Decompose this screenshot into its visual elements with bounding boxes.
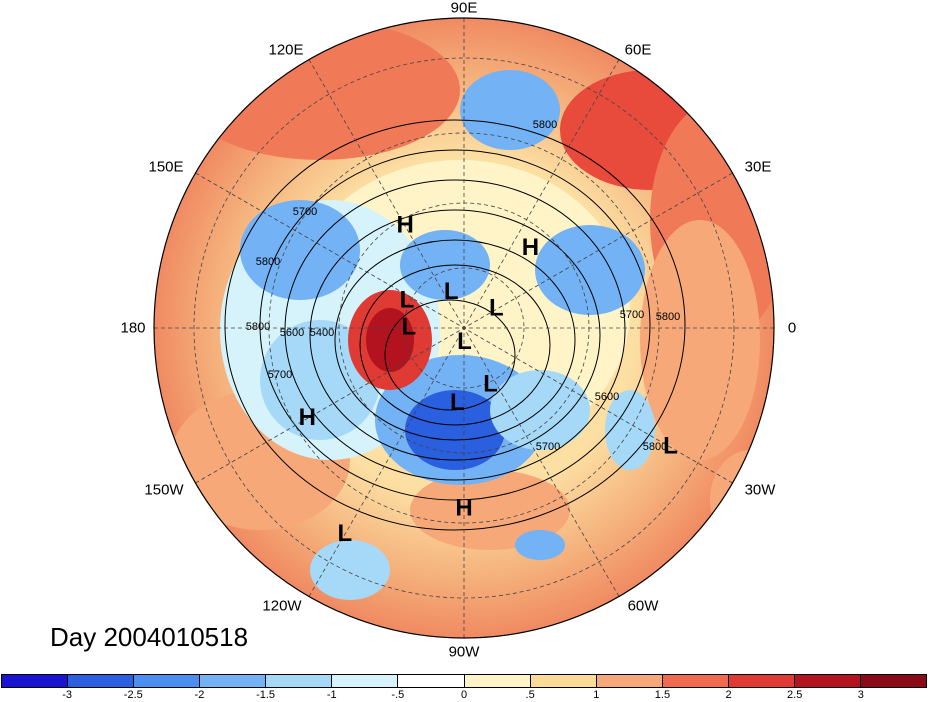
high-pressure-marker: H <box>455 494 472 521</box>
colorbar-tick-label: -1 <box>326 689 337 701</box>
colorbar-tick-label: -.5 <box>391 689 405 701</box>
contour-label: 5800 <box>246 321 270 333</box>
low-pressure-marker: L <box>663 433 678 460</box>
colorbar-swatch <box>861 675 927 687</box>
longitude-label: 120E <box>268 41 304 59</box>
longitude-label: 30W <box>744 481 776 499</box>
longitude-label: 180 <box>120 319 146 337</box>
longitude-label: 90W <box>448 643 480 661</box>
contour-label: 5600 <box>595 391 619 403</box>
high-pressure-marker: H <box>299 404 316 431</box>
longitude-label: 90E <box>450 0 478 17</box>
colorbar-tick-label: -1.5 <box>256 689 276 701</box>
graticule <box>154 18 774 638</box>
colorbar-tick-label: -2 <box>194 689 205 701</box>
colorbar-swatch <box>200 675 267 687</box>
colorbar-swatch <box>596 675 663 687</box>
low-pressure-marker: L <box>450 389 465 416</box>
colorbar-swatch <box>662 675 729 687</box>
contour-label: 5700 <box>293 206 317 218</box>
colorbar-swatch <box>530 675 597 687</box>
colorbar-tick-label: 2.5 <box>787 689 803 701</box>
colorbar-tick-label: 2 <box>725 689 732 701</box>
longitude-label: 0 <box>787 319 797 337</box>
low-pressure-marker: L <box>337 520 352 547</box>
contour-label: 5800 <box>656 311 680 323</box>
low-pressure-marker: L <box>401 313 416 340</box>
contour-label: 5600 <box>280 327 304 339</box>
contour-label: 5700 <box>536 441 560 453</box>
high-pressure-marker: H <box>522 234 539 261</box>
colorbar-swatch <box>332 675 399 687</box>
contour-label: 5700 <box>268 369 292 381</box>
colorbar-tick-label: .5 <box>525 689 535 701</box>
low-pressure-marker: L <box>483 370 498 397</box>
colorbar-swatch <box>266 675 333 687</box>
colorbar-swatch <box>68 675 135 687</box>
longitude-label: 120W <box>262 597 302 615</box>
colorbar-swatch <box>728 675 795 687</box>
colorbar <box>1 674 927 688</box>
colorbar-swatch <box>2 675 69 687</box>
colorbar-tick-label: 0 <box>460 689 468 701</box>
colorbar-tick-label: -2.5 <box>123 689 143 701</box>
height-contours <box>224 119 686 531</box>
colorbar-tick-label: -3 <box>62 689 73 701</box>
contour-label: 5700 <box>620 309 644 321</box>
low-pressure-marker: L <box>444 278 459 305</box>
longitude-label: 30E <box>744 158 772 176</box>
contour-label: 5800 <box>256 256 280 268</box>
longitude-label: 60E <box>624 41 652 59</box>
contour-label: 5800 <box>643 441 667 453</box>
globe-outline <box>153 17 775 639</box>
longitude-label: 150E <box>148 158 184 176</box>
colorbar-tick-label: 1.5 <box>654 689 671 701</box>
polar-stereographic-map: 5800 5700 5800 5600 5400 5800 5700 5700 5800 5600… <box>153 17 775 639</box>
map-title: Day 2004010518 <box>50 622 249 652</box>
low-pressure-marker: L <box>400 287 415 314</box>
low-pressure-marker: L <box>489 295 504 322</box>
colorbar-swatch <box>794 675 862 687</box>
colorbar-swatch <box>398 675 465 687</box>
low-pressure-marker: L <box>457 328 472 355</box>
contour-label: 5400 <box>310 327 334 339</box>
colorbar-tick-label: 1 <box>593 689 600 701</box>
longitude-label: 60W <box>627 597 659 615</box>
colorbar-tick-label: 3 <box>857 689 864 701</box>
contour-label: 5800 <box>533 119 557 131</box>
longitude-label: 150W <box>144 481 184 499</box>
high-pressure-marker: H <box>396 211 413 238</box>
colorbar-swatch <box>134 675 201 687</box>
colorbar-swatch <box>464 675 531 687</box>
